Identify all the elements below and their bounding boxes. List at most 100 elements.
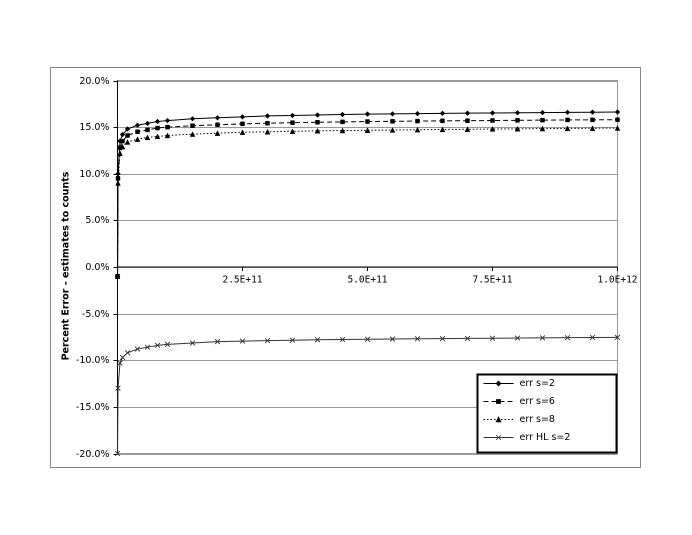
- data-point: [364, 111, 371, 117]
- x-tick-label: 2.5E+11: [222, 275, 262, 286]
- data-point: [114, 450, 121, 457]
- data-point: [239, 338, 246, 344]
- data-point: [144, 120, 151, 127]
- data-point: [114, 273, 121, 279]
- data-point: [289, 337, 296, 343]
- data-point: [264, 113, 271, 119]
- data-point: [415, 118, 420, 124]
- series-line: [117, 127, 618, 277]
- legend-marker: [495, 416, 502, 423]
- data-point: [154, 133, 161, 140]
- data-point: [340, 119, 345, 125]
- data-point: [144, 344, 151, 350]
- data-point: [190, 123, 195, 128]
- data-point: [339, 336, 346, 343]
- data-point: [189, 340, 196, 346]
- data-point: [264, 337, 271, 344]
- x-tick-label: 1.0E+12: [597, 275, 637, 286]
- data-point: [144, 134, 151, 141]
- legend-label: err s=8: [520, 414, 555, 425]
- data-point: [614, 125, 621, 131]
- y-tick-label: 15.0%: [79, 122, 109, 133]
- data-point: [214, 130, 221, 136]
- data-point: [564, 125, 571, 132]
- data-point: [565, 117, 570, 123]
- data-point: [117, 150, 123, 156]
- data-point: [289, 128, 296, 134]
- y-tick-label: 20.0%: [79, 76, 109, 87]
- data-point: [489, 335, 496, 341]
- data-point: [514, 335, 521, 341]
- data-point: [289, 112, 296, 119]
- data-point: [315, 120, 320, 125]
- data-point: [239, 129, 246, 135]
- data-point: [489, 126, 496, 132]
- series-line: [117, 119, 618, 277]
- data-point: [265, 120, 270, 126]
- y-tick-label: -5.0%: [82, 309, 110, 320]
- data-point: [189, 115, 196, 122]
- data-point: [339, 111, 346, 118]
- data-point: [240, 121, 245, 127]
- data-point: [134, 122, 141, 129]
- data-point: [314, 127, 321, 134]
- data-point: [564, 334, 571, 341]
- y-tick-label: -20.0%: [76, 449, 110, 460]
- x-tick-label: 5.0E+11: [347, 275, 387, 286]
- data-point: [589, 334, 596, 341]
- data-point: [464, 110, 471, 116]
- data-point: [490, 118, 495, 123]
- data-point: [514, 110, 521, 116]
- data-point: [119, 354, 126, 361]
- data-point: [564, 109, 571, 116]
- data-point: [389, 111, 396, 117]
- data-point: [589, 125, 596, 131]
- data-point: [314, 337, 321, 343]
- data-point: [164, 132, 171, 139]
- data-point: [124, 126, 131, 132]
- data-point: [119, 143, 126, 150]
- data-point: [134, 136, 141, 142]
- data-point: [314, 112, 321, 118]
- data-point: [214, 115, 221, 121]
- data-point: [117, 360, 123, 366]
- data-point: [145, 127, 150, 133]
- data-point: [464, 335, 471, 342]
- legend-label: err HL s=2: [520, 432, 571, 443]
- data-point: [125, 133, 130, 138]
- data-point: [155, 125, 160, 131]
- data-point: [615, 117, 620, 122]
- data-point: [439, 110, 446, 117]
- data-point: [165, 124, 170, 130]
- data-point: [239, 114, 246, 120]
- y-tick-label: 5.0%: [85, 215, 109, 226]
- y-axis-title: Percent Error - estimates to counts: [61, 171, 72, 360]
- data-point: [215, 122, 220, 128]
- legend-label: err s=2: [520, 378, 555, 389]
- data-point: [389, 127, 396, 133]
- data-point: [364, 336, 371, 342]
- data-point: [339, 127, 346, 134]
- data-point: [154, 342, 161, 349]
- data-point: [514, 125, 521, 132]
- data-point: [440, 118, 445, 124]
- legend-marker: [496, 399, 501, 404]
- data-point: [115, 180, 121, 186]
- data-point: [164, 341, 171, 348]
- data-point: [539, 125, 546, 132]
- data-point: [439, 126, 446, 133]
- data-point: [124, 350, 131, 356]
- x-tick-label: 7.5E+11: [472, 275, 512, 286]
- legend-label: err s=6: [520, 396, 555, 407]
- y-tick-label: 10.0%: [79, 169, 109, 180]
- y-tick-label: -10.0%: [76, 355, 110, 366]
- data-point: [465, 118, 470, 123]
- data-point: [539, 335, 546, 341]
- data-point: [134, 346, 141, 352]
- data-point: [589, 109, 596, 115]
- data-point: [290, 120, 295, 125]
- data-point: [214, 338, 221, 345]
- data-point: [189, 131, 196, 137]
- data-point: [414, 110, 421, 117]
